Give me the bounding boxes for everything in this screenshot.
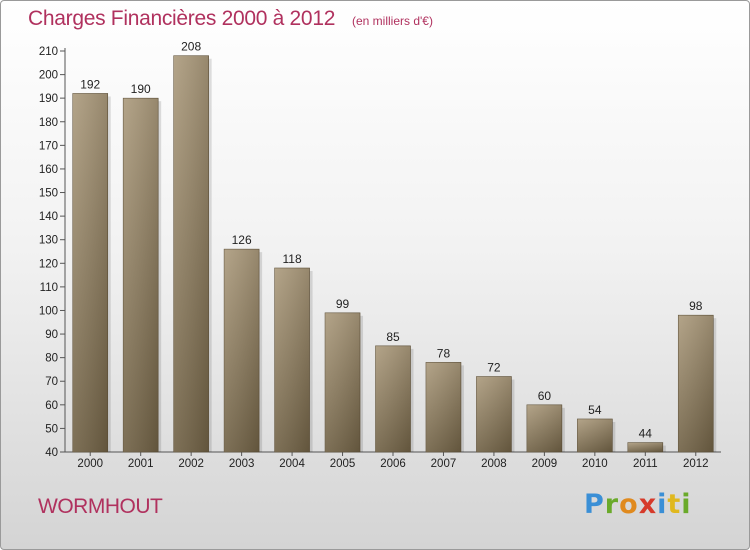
y-tick-label: 100: [39, 305, 58, 317]
x-tick-label: 2000: [77, 458, 103, 470]
bar-shade: [425, 362, 461, 452]
x-tick-label: 2005: [330, 458, 356, 470]
y-tick-label: 90: [45, 329, 58, 341]
y-tick-label: 40: [45, 447, 58, 459]
y-tick-label: 50: [45, 423, 58, 435]
y-tick-label: 180: [39, 117, 58, 129]
x-tick-label: 2004: [279, 458, 305, 470]
y-tick-label: 80: [45, 353, 58, 365]
data-label: 99: [336, 297, 350, 311]
x-tick-label: 2001: [128, 458, 154, 470]
bar-shade: [678, 315, 714, 452]
bar-shade: [274, 268, 310, 452]
chart-title: Charges Financières 2000 à 2012: [28, 7, 336, 30]
bar-shade: [526, 404, 562, 452]
x-tick-label: 2011: [633, 458, 658, 470]
y-tick-label: 200: [39, 70, 58, 82]
y-tick-label: 190: [39, 93, 58, 105]
logo-letter: P: [584, 489, 605, 520]
bar-shade: [224, 249, 260, 452]
proxiti-logo: Proxiti: [584, 489, 692, 520]
x-tick-label: 2009: [532, 458, 558, 470]
chart-subtitle: (en milliers d'€): [352, 14, 433, 28]
bar-shade: [123, 98, 159, 453]
bar-shade: [173, 55, 209, 452]
data-label: 54: [588, 403, 602, 417]
data-label: 192: [80, 77, 100, 91]
data-label: 208: [181, 40, 201, 54]
x-tick-label: 2007: [431, 458, 457, 470]
data-label: 98: [689, 299, 703, 313]
data-label: 118: [283, 252, 302, 266]
y-tick-label: 160: [39, 164, 58, 176]
data-label: 190: [131, 82, 151, 96]
bar-shade: [72, 93, 108, 452]
logo-letter: r: [604, 489, 620, 520]
x-tick-label: 2003: [229, 458, 255, 470]
x-tick-label: 2006: [380, 458, 406, 470]
y-tick-label: 70: [45, 376, 58, 388]
y-tick-label: 140: [39, 211, 58, 223]
y-tick-label: 130: [39, 235, 58, 247]
x-tick-label: 2012: [683, 458, 709, 470]
logo-letter: i: [681, 489, 692, 520]
logo-letter: o: [619, 489, 639, 520]
bar-shade: [476, 376, 512, 452]
logo-letter: i: [657, 489, 668, 520]
logo-letter: x: [638, 489, 658, 520]
y-tick-label: 110: [40, 282, 58, 294]
bar-shade: [325, 312, 361, 452]
data-label: 72: [487, 361, 501, 375]
x-tick-label: 2008: [481, 458, 507, 470]
x-tick-label: 2002: [178, 458, 204, 470]
bar-shade: [577, 418, 613, 452]
bars: [72, 55, 717, 453]
y-tick-label: 60: [45, 400, 58, 412]
data-label: 78: [437, 346, 451, 360]
y-tick-label: 150: [39, 188, 58, 200]
data-labels: 192 190 208 126 118 99 85 78 72 60 54 44 98: [80, 40, 703, 441]
data-label: 44: [639, 427, 653, 441]
bar-shade: [627, 442, 663, 452]
y-tick-label: 210: [39, 46, 58, 58]
data-label: 126: [232, 233, 252, 247]
logo-letter: t: [667, 489, 682, 520]
y-tick-label: 170: [39, 140, 58, 152]
data-label: 60: [538, 389, 552, 403]
data-label: 85: [386, 330, 400, 344]
bar-shade: [375, 345, 411, 452]
y-tick-label: 120: [39, 258, 58, 270]
commune-name: WORMHOUT: [38, 495, 163, 518]
x-tick-label: 2010: [582, 458, 608, 470]
